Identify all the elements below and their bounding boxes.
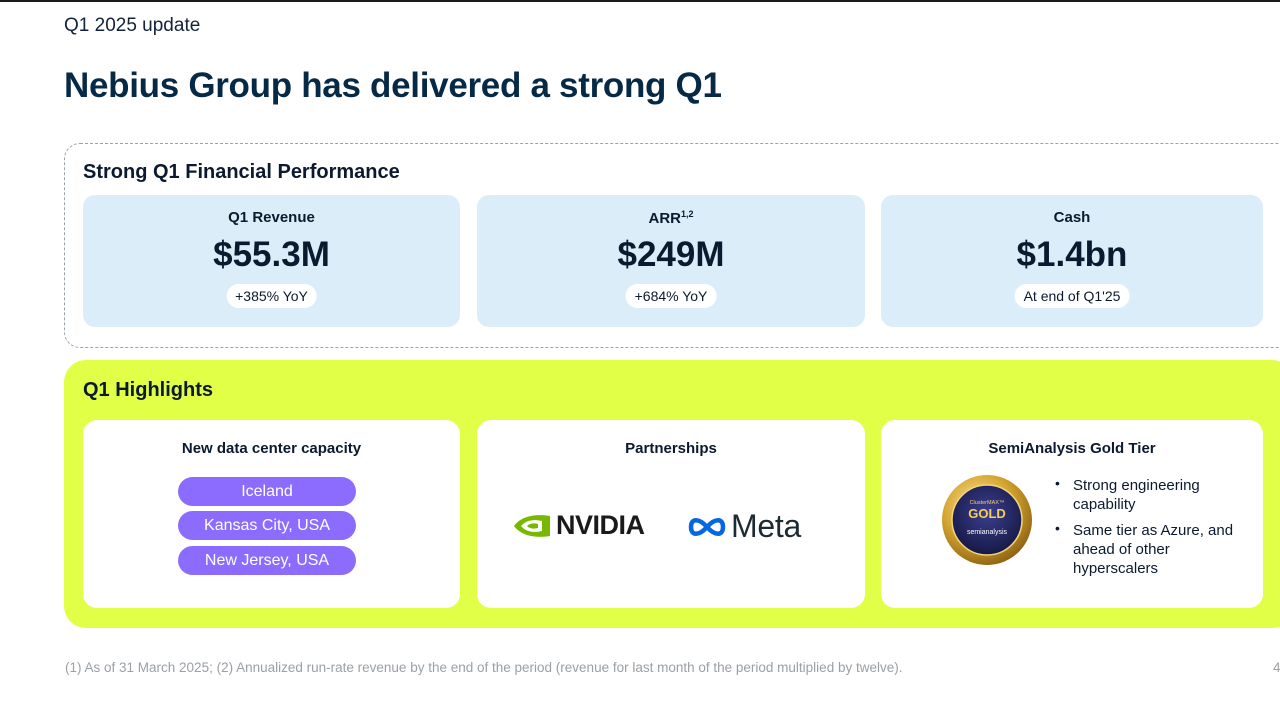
stat-value: $1.4bn — [1016, 235, 1128, 274]
stat-card-revenue: Q1 Revenue $55.3M +385% YoY — [83, 195, 460, 327]
stat-label: Q1 Revenue — [83, 209, 460, 226]
stat-value: $249M — [617, 235, 725, 274]
stat-card-cash: Cash $1.4bn At end of Q1'25 — [881, 195, 1263, 327]
top-rule — [0, 0, 1280, 2]
stat-card-arr: ARR1,2 $249M +684% YoY — [477, 195, 865, 327]
stat-change-pill: At end of Q1'25 — [1014, 284, 1130, 308]
page-number: 4 — [1273, 660, 1280, 675]
stat-label: ARR1,2 — [477, 209, 865, 227]
location-pill: Iceland — [178, 477, 356, 506]
partnerships-card: Partnerships NVIDIA Meta — [477, 420, 865, 608]
meta-infinity-icon — [688, 517, 726, 536]
page-title: Nebius Group has delivered a strong Q1 — [64, 66, 722, 105]
stat-value: $55.3M — [213, 235, 330, 274]
meta-wordmark: Meta — [731, 508, 801, 544]
financial-panel — [64, 143, 1280, 348]
nvidia-eye-icon — [514, 514, 550, 537]
capacity-card: New data center capacity Iceland Kansas … — [83, 420, 460, 608]
stat-label-text: Cash — [1053, 209, 1091, 226]
stat-change-pill: +684% YoY — [625, 284, 717, 308]
location-pill: Kansas City, USA — [178, 511, 356, 540]
highlights-heading: Q1 Highlights — [83, 379, 213, 401]
semianalysis-title: SemiAnalysis Gold Tier — [988, 440, 1156, 457]
bullet-item: Strong engineering capability — [1053, 474, 1243, 514]
badge-brand-text: semianalysis — [967, 529, 1008, 536]
footnote: (1) As of 31 March 2025; (2) Annualized … — [65, 660, 903, 675]
section-kicker: Q1 2025 update — [64, 15, 201, 36]
nvidia-wordmark: NVIDIA — [556, 510, 645, 540]
stat-label-text: Q1 Revenue — [228, 209, 315, 226]
badge-top-text: ClusterMAX™ — [970, 500, 1005, 506]
capacity-title: New data center capacity — [181, 440, 362, 457]
financial-heading: Strong Q1 Financial Performance — [83, 161, 400, 183]
stat-label-text: ARR — [648, 210, 681, 227]
semianalysis-card: SemiAnalysis Gold Tier ClusterMAX™ GOLD … — [881, 420, 1263, 608]
bullet-item: Same tier as Azure, and ahead of other h… — [1053, 519, 1243, 578]
partnerships-title: Partnerships — [625, 440, 717, 457]
meta-logo: Meta — [687, 508, 801, 545]
stat-label: Cash — [881, 209, 1263, 226]
location-pill: New Jersey, USA — [178, 546, 356, 575]
nvidia-logo: NVIDIA — [512, 510, 645, 541]
footnote-ref: 1,2 — [680, 209, 694, 219]
gold-tier-badge-icon: ClusterMAX™ GOLD semianalysis — [942, 475, 1032, 565]
stat-change-pill: +385% YoY — [226, 284, 317, 308]
semianalysis-bullets: Strong engineering capability Same tier … — [1053, 474, 1243, 585]
badge-tier-text: GOLD — [968, 506, 1006, 521]
